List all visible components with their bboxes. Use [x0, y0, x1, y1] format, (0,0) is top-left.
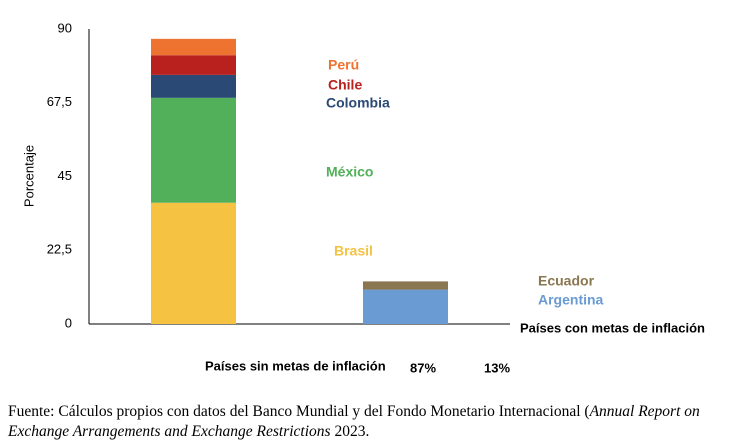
- bar-segment: [151, 38, 236, 56]
- series-label: Argentina: [538, 292, 604, 308]
- series-label: Brasil: [334, 243, 373, 259]
- annotation: 13%: [484, 360, 510, 375]
- bar-segment: [363, 281, 448, 290]
- y-tick-label: 22,5: [47, 242, 72, 257]
- series-label: México: [326, 164, 373, 180]
- annotation: Países sin metas de inflación: [205, 358, 386, 373]
- source-text: 2023.: [330, 423, 370, 440]
- series-label: Ecuador: [538, 273, 595, 289]
- y-tick-label: 90: [58, 20, 72, 35]
- bar-segment: [151, 97, 236, 203]
- annotation: Países con metas de inflación: [520, 320, 705, 335]
- y-axis-label: Porcentaje: [21, 145, 36, 207]
- y-tick-label: 67,5: [47, 94, 72, 109]
- series-label: Perú: [328, 57, 359, 73]
- chart: Porcentaje 0 22,5 45 67,5 90 Brasil México Colo…: [21, 20, 705, 375]
- source-note: Fuente: Cálculos propios con datos del B…: [8, 402, 730, 442]
- source-text: Fuente: Cálculos propios con datos del B…: [8, 403, 590, 420]
- annotation: 87%: [410, 360, 436, 375]
- y-tick-label: 45: [58, 168, 72, 183]
- source-title: Annual Report on Exchange Arrangements a…: [8, 403, 700, 440]
- y-tick-label: 0: [65, 315, 72, 330]
- series-label: Colombia: [326, 95, 390, 111]
- bar-segment: [151, 202, 236, 324]
- bar-segment: [151, 55, 236, 75]
- series-label: Chile: [328, 77, 362, 93]
- bar-segment: [363, 289, 448, 324]
- bar-segment: [151, 74, 236, 98]
